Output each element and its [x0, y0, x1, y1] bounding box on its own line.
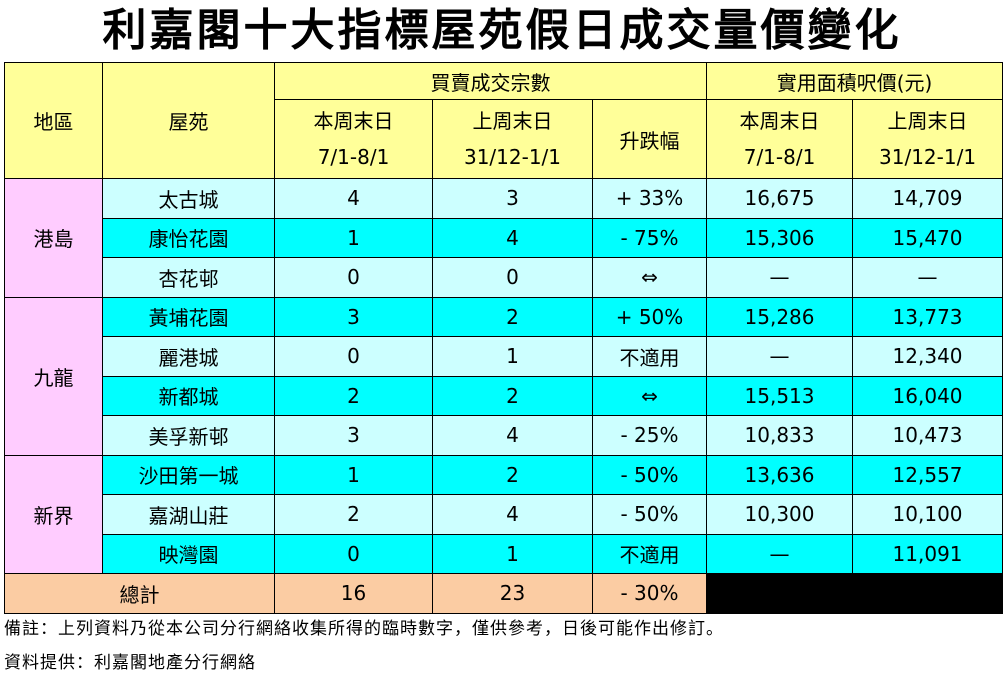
price-last-cell: 10,473 — [852, 415, 1004, 456]
volume-this-cell: 3 — [274, 415, 433, 456]
estate-cell: 映灣園 — [102, 533, 275, 574]
table-row: 港島 太古城 4 3 + 33% 16,675 14,709 — [4, 178, 1004, 298]
table-row: 嘉湖山莊 2 4- 50% 10,300 10,100 — [5, 494, 1004, 535]
total-volume-this: 16 — [274, 573, 433, 614]
change-cell: 不適用 — [591, 336, 708, 377]
total-volume-last: 23 — [432, 573, 593, 614]
price-this-cell: 15,286 — [706, 296, 854, 337]
district-cell: 港島 — [4, 178, 103, 298]
volume-this-cell: 2 — [274, 375, 433, 416]
estate-cell: 沙田第一城 — [102, 454, 275, 495]
total-label: 總計 — [4, 573, 275, 614]
district-cell: 新界 — [4, 454, 103, 574]
estate-cell: 杏花邨 — [102, 257, 275, 298]
volume-this-cell: 0 — [274, 257, 433, 298]
volume-this-cell: 3 — [274, 296, 433, 337]
header-vol-this: 本周末日 7/1-8/1 — [274, 99, 433, 179]
change-cell: ⇔ — [591, 375, 708, 416]
table-row: 美孚新邨 3 4- 25% 10,833 10,473 — [5, 415, 1004, 456]
estate-cell: 美孚新邨 — [102, 415, 275, 456]
change-cell: - 50% — [591, 494, 708, 535]
remark-note: 備註：上列資料乃從本公司分行網絡收集所得的臨時數字，僅供參考，日後可能作出修訂。 — [4, 619, 724, 639]
volume-last-cell: 2 — [432, 454, 593, 495]
price-last-cell: 13,773 — [852, 296, 1004, 337]
table-row: 杏花邨 0 0 ⇔ — — — [5, 257, 1004, 298]
header-price-this: 本周末日 7/1-8/1 — [706, 99, 854, 179]
volume-last-cell: 1 — [432, 336, 593, 377]
header-price-last: 上周末日 31/12-1/1 — [852, 99, 1004, 179]
volume-last-cell: 4 — [432, 494, 593, 535]
change-cell: - 75% — [591, 217, 708, 258]
table-row: 新都城 2 2 ⇔ 15,513 16,040 — [5, 375, 1004, 416]
header-vol-last: 上周末日 31/12-1/1 — [432, 99, 593, 179]
volume-this-cell: 1 — [274, 217, 433, 258]
change-cell: - 25% — [591, 415, 708, 456]
price-last-cell: 12,557 — [852, 454, 1004, 495]
volume-this-cell: 4 — [274, 178, 433, 219]
volume-this-cell: 1 — [274, 454, 433, 495]
price-last-cell: — — [852, 257, 1004, 298]
change-cell: + 50% — [591, 296, 708, 337]
estate-cell: 黃埔花園 — [102, 296, 275, 337]
header-district: 地區 — [4, 62, 103, 179]
total-filler — [706, 573, 1004, 614]
table-row: 康怡花園 1 4- 75% 15,306 15,470 — [5, 217, 1004, 258]
change-cell: + 33% — [591, 178, 708, 219]
price-last-cell: 11,091 — [852, 533, 1004, 574]
volume-last-cell: 1 — [432, 533, 593, 574]
volume-last-cell: 4 — [432, 217, 593, 258]
volume-this-cell: 0 — [274, 533, 433, 574]
volume-last-cell: 4 — [432, 415, 593, 456]
price-this-cell: — — [706, 257, 854, 298]
price-last-cell: 15,470 — [852, 217, 1004, 258]
change-cell: - 50% — [591, 454, 708, 495]
price-this-cell: 15,306 — [706, 217, 854, 258]
estate-cell: 康怡花園 — [102, 217, 275, 258]
price-this-cell: — — [706, 533, 854, 574]
price-this-cell: — — [706, 336, 854, 377]
price-this-cell: 10,833 — [706, 415, 854, 456]
price-last-cell: 10,100 — [852, 494, 1004, 535]
price-this-cell: 15,513 — [706, 375, 854, 416]
volume-last-cell: 2 — [432, 296, 593, 337]
estate-cell: 嘉湖山莊 — [102, 494, 275, 535]
price-last-cell: 16,040 — [852, 375, 1004, 416]
table-row: 新界 沙田第一城 1 2- 50% 13,636 12,557 — [4, 454, 1004, 574]
volume-this-cell: 2 — [274, 494, 433, 535]
transactions-table: 地區 屋苑 買賣成交宗數 實用面積呎價(元) 本周末日 7/1-8/1 上周末日 3… — [4, 62, 1004, 614]
total-change: - 30% — [591, 573, 708, 614]
price-this-cell: 16,675 — [706, 178, 854, 219]
volume-last-cell: 2 — [432, 375, 593, 416]
table-row: 麗港城 0 1 不適用 —12,340 — [5, 336, 1004, 377]
header-price-group: 實用面積呎價(元) — [706, 62, 1004, 100]
header-volume-group: 買賣成交宗數 — [273, 62, 708, 100]
change-cell: 不適用 — [591, 533, 708, 574]
price-last-cell: 12,340 — [852, 336, 1004, 377]
volume-last-cell: 0 — [432, 257, 593, 298]
source-note: 資料提供：利嘉閣地產分行網絡 — [4, 653, 256, 673]
total-row: 總計 16 23- 30% — [4, 573, 1004, 614]
district-cell: 九龍 — [4, 296, 103, 456]
price-last-cell: 14,709 — [852, 178, 1004, 219]
header-change: 升跌幅 — [591, 99, 708, 179]
estate-cell: 麗港城 — [102, 336, 275, 377]
volume-last-cell: 3 — [432, 178, 593, 219]
table-row: 九龍 黃埔花園 3 2 + 50% 15,286 13,773 — [4, 296, 1004, 456]
estate-cell: 新都城 — [102, 375, 275, 416]
change-cell: ⇔ — [591, 257, 708, 298]
table-row: 映灣園 0 1 不適用 —11,091 — [5, 533, 1004, 574]
header-estate: 屋苑 — [102, 62, 275, 179]
price-this-cell: 13,636 — [706, 454, 854, 495]
estate-cell: 太古城 — [102, 178, 275, 219]
page-title: 利嘉閣十大指標屋苑假日成交量價變化 — [102, 5, 902, 56]
price-this-cell: 10,300 — [706, 494, 854, 535]
volume-this-cell: 0 — [274, 336, 433, 377]
